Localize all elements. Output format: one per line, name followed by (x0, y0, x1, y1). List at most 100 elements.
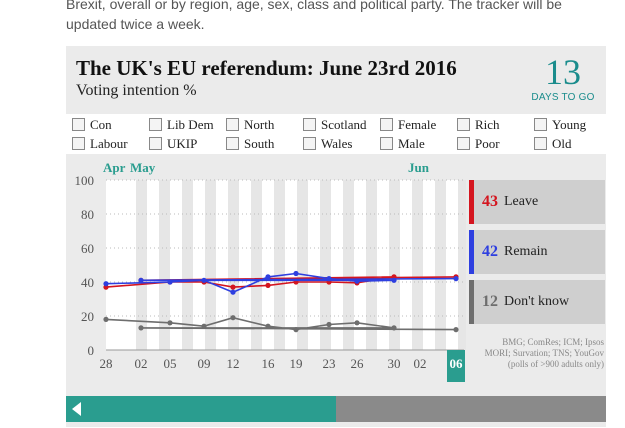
grid-stripe (159, 180, 170, 350)
filter-label: Lib Dem (167, 116, 214, 132)
checkbox-icon[interactable] (380, 118, 393, 131)
filter-north[interactable]: North (226, 115, 274, 134)
y-tick-label: 60 (81, 241, 94, 256)
grid-stripe (228, 180, 239, 350)
checkbox-icon[interactable] (303, 118, 316, 131)
days-countdown: 13 DAYS TO GO (528, 52, 598, 103)
checkbox-icon[interactable] (457, 118, 470, 131)
month-label-jun: Jun (408, 160, 429, 175)
checkbox-icon[interactable] (149, 137, 162, 150)
checkbox-icon[interactable] (149, 118, 162, 131)
legend-value-remain: 42 (482, 243, 498, 260)
filter-ukip[interactable]: UKIP (149, 134, 197, 153)
y-tick-label: 100 (75, 174, 95, 188)
grid-stripe (251, 180, 262, 350)
month-label-apr: Apr (103, 160, 126, 175)
filter-label: Old (552, 135, 572, 151)
x-tick-label: 02 (135, 356, 148, 371)
grid-stripe (205, 180, 216, 350)
grid-stripe (182, 180, 193, 350)
checkbox-icon[interactable] (534, 118, 547, 131)
legend-value-dont-know: 12 (482, 293, 498, 310)
days-label: DAYS TO GO (531, 92, 595, 103)
grid-stripe (412, 180, 423, 350)
remain-series-point (326, 276, 332, 282)
legend-remain[interactable]: 42 Remain (469, 230, 605, 274)
legend-label-dont-know: Don't know (504, 294, 570, 309)
remain-series-point (391, 277, 397, 283)
intro-text: Brexit, overall or by region, age, sex, … (66, 0, 562, 32)
filter-south[interactable]: South (226, 134, 274, 153)
filter-young[interactable]: Young (534, 115, 586, 134)
legend-dont-know[interactable]: 12 Don't know (469, 280, 605, 324)
line-chart[interactable]: 0 20 40 60 80 100 28 02 05 09 12 16 19 23 26 30 02 06 (66, 174, 466, 384)
grid-stripe (435, 180, 446, 350)
dont-know-series-point (391, 325, 397, 331)
grid-stripe (366, 180, 377, 350)
legend-leave[interactable]: 43 Leave (469, 180, 605, 224)
dont-know-series-point (201, 323, 207, 329)
checkbox-icon[interactable] (303, 137, 316, 150)
x-tick-label: 06 (450, 356, 464, 371)
filter-label: South (244, 135, 275, 151)
dont-know-series-point (293, 327, 299, 333)
filter-wales[interactable]: Wales (303, 134, 352, 153)
filter-lib-dem[interactable]: Lib Dem (149, 115, 214, 134)
source-note: BMG; ComRes; ICM; Ipsos MORI; Survation;… (484, 337, 604, 369)
checkbox-icon[interactable] (226, 118, 239, 131)
remain-series-point (103, 281, 109, 287)
x-tick-label: 28 (100, 356, 113, 371)
grid-stripe (343, 180, 354, 350)
checkbox-icon[interactable] (226, 137, 239, 150)
filter-label: Poor (475, 135, 500, 151)
filter-rich[interactable]: Rich (457, 115, 500, 134)
x-tick-label: 23 (323, 356, 336, 371)
y-tick-label: 20 (81, 309, 94, 324)
leave-series-point (230, 284, 236, 290)
month-label-may: May (130, 160, 156, 175)
x-tick-highlight (447, 350, 465, 382)
checkbox-icon[interactable] (380, 137, 393, 150)
filter-con[interactable]: Con (72, 115, 112, 134)
legend-value-leave: 43 (482, 193, 498, 210)
checkbox-icon[interactable] (457, 137, 470, 150)
remain-series-point (167, 279, 173, 285)
checkbox-icon[interactable] (72, 118, 85, 131)
grid-stripe (297, 180, 308, 350)
legend-color-leave (469, 180, 474, 224)
dont-know-series-point (354, 320, 360, 326)
chart-subtitle: Voting intention % (76, 82, 197, 99)
y-tick-label: 80 (81, 207, 94, 222)
x-tick-label: 09 (198, 356, 211, 371)
grid-stripe (458, 180, 466, 350)
dont-know-series-point (265, 323, 271, 329)
filter-old[interactable]: Old (534, 134, 572, 153)
timeline-scrollbar[interactable] (66, 396, 606, 422)
scrollbar-thumb[interactable] (66, 396, 336, 422)
filter-scotland[interactable]: Scotland (303, 115, 367, 134)
filter-label: Con (90, 116, 112, 132)
grid-stripe (136, 180, 147, 350)
filter-label: Scotland (321, 116, 367, 132)
filter-label: North (244, 116, 275, 132)
y-tick-label: 40 (81, 275, 94, 290)
checkbox-icon[interactable] (72, 137, 85, 150)
legend-color-remain (469, 230, 474, 274)
remain-series-point (453, 276, 459, 282)
filter-panel: Con Lib Dem North Scotland Female Rich Y… (66, 114, 606, 154)
filter-poor[interactable]: Poor (457, 134, 500, 153)
x-tick-label: 05 (164, 356, 177, 371)
filter-label: Wales (321, 135, 353, 151)
filter-labour[interactable]: Labour (72, 134, 128, 153)
filter-male[interactable]: Male (380, 134, 425, 153)
chart-title: The UK's EU referendum: June 23rd 2016 (76, 56, 457, 80)
filter-female[interactable]: Female (380, 115, 436, 134)
legend-color-dont-know (469, 280, 474, 324)
x-tick-label: 02 (414, 356, 427, 371)
checkbox-icon[interactable] (534, 137, 547, 150)
x-tick-label: 19 (290, 356, 303, 371)
arrow-left-icon[interactable] (72, 402, 81, 416)
remain-series-point (293, 270, 299, 277)
x-tick-label: 16 (262, 356, 276, 371)
days-count: 13 (545, 52, 581, 92)
